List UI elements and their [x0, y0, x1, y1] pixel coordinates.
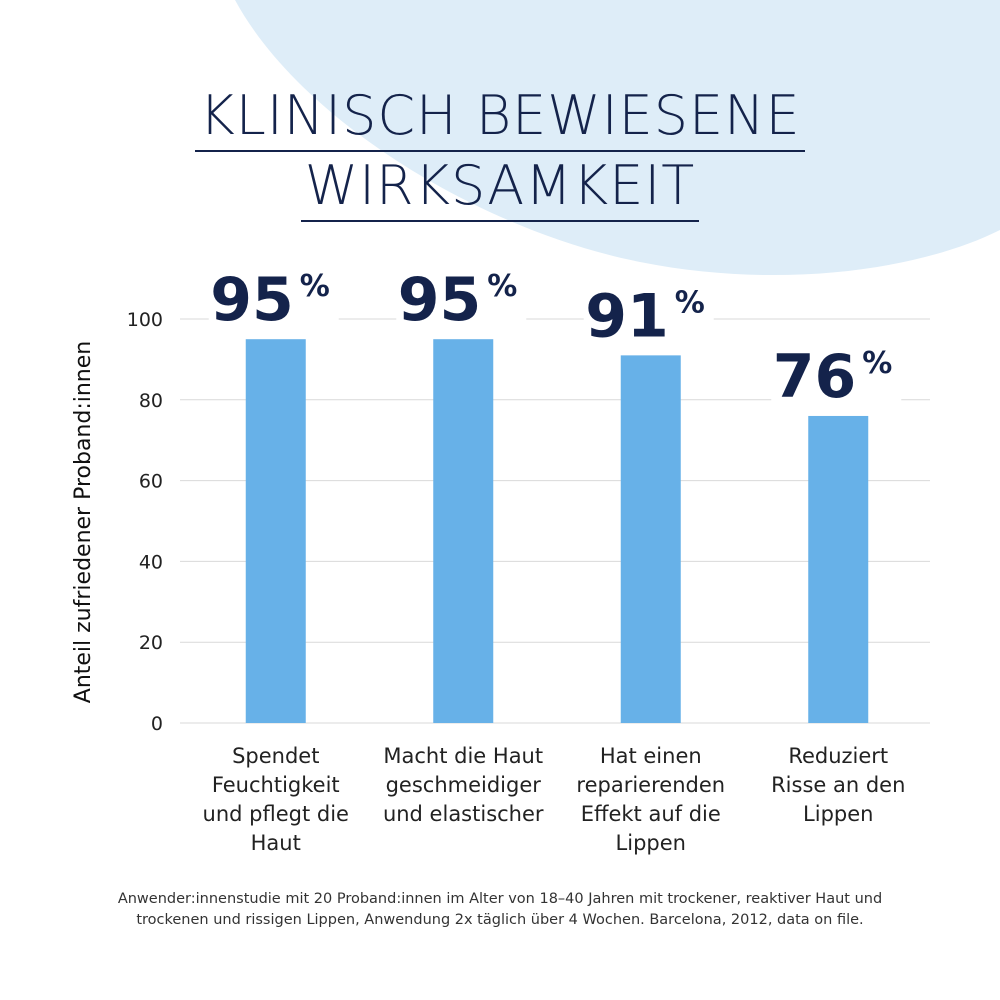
- footnote-line-2: trockenen und rissigen Lippen, Anwendung…: [136, 912, 864, 928]
- chart-title-line-2: WIRKSAMKEIT: [0, 156, 1000, 222]
- data-label-unit: %: [862, 346, 892, 381]
- category-label: Macht die Haut geschmeidiger und elastisch…: [383, 744, 544, 826]
- y-tick-label: 80: [139, 390, 163, 412]
- data-label-value: 76: [773, 342, 857, 412]
- data-label-backdrop: [771, 340, 902, 407]
- y-tick-label: 100: [127, 309, 163, 331]
- category-label-line: Spendet: [232, 744, 319, 768]
- bar: [245, 339, 306, 723]
- category-label-line: Hat einen: [600, 744, 702, 768]
- data-labels: 95% 95% 91 %76%: [208, 264, 902, 412]
- data-label-backdrop: [396, 264, 527, 331]
- category-label: Spendet Feuchtigkeit und pflegt die Haut: [203, 744, 349, 855]
- category-label-line: Lippen: [616, 831, 686, 855]
- chart-title-text-1: KLINISCH BEWIESENE: [195, 86, 805, 152]
- category-label-line: und pflegt die: [203, 802, 349, 826]
- footnote-line-1: Anwender:innenstudie mit 20 Proband:inne…: [117, 891, 883, 907]
- category-label: Hat einen reparierenden Effekt auf die Lipp…: [576, 744, 725, 855]
- y-tick-label: 20: [139, 632, 163, 654]
- data-label-value: 95: [398, 265, 482, 335]
- chart-title-line-1: KLINISCH BEWIESENE: [0, 86, 1000, 152]
- data-label-unit: %: [487, 269, 517, 304]
- category-label-line: Effekt auf die: [581, 802, 721, 826]
- y-tick-label: 60: [139, 471, 163, 493]
- category-labels: Spendet Feuchtigkeit und pflegt die Haut Mac…: [203, 744, 906, 855]
- category-label-line: und elastischer: [383, 802, 544, 826]
- bar: [433, 339, 494, 723]
- category-label-line: geschmeidiger: [386, 773, 542, 797]
- category-label: Reduziert Risse an den Lippen: [771, 744, 905, 826]
- y-tick-label: 40: [139, 551, 163, 573]
- y-tick-label: 0: [151, 713, 163, 735]
- data-label-unit: %: [300, 269, 330, 304]
- bar: [620, 355, 681, 723]
- category-label-line: Macht die Haut: [383, 744, 543, 768]
- y-axis-label: Anteil zufriedener Proband:innen: [71, 341, 96, 703]
- category-label-line: Risse an den: [771, 773, 905, 797]
- footnote: Anwender:innenstudie mit 20 Proband:inne…: [60, 889, 940, 931]
- bar: [808, 415, 869, 723]
- y-axis-ticks: 0 20 40 60 80 100: [127, 309, 163, 735]
- category-label-line: reparierenden: [576, 773, 725, 797]
- chart-title-text-2: WIRKSAMKEIT: [300, 156, 700, 222]
- data-label-value: 95: [210, 265, 294, 335]
- bars: [245, 339, 869, 723]
- data-label-unit: %: [675, 285, 705, 320]
- category-label-line: Haut: [251, 831, 301, 855]
- data-label-backdrop: [208, 264, 339, 331]
- data-label-value: 91: [585, 281, 669, 351]
- category-label-line: Feuchtigkeit: [212, 773, 340, 797]
- data-label-backdrop: [583, 280, 714, 347]
- category-label-line: Lippen: [803, 802, 873, 826]
- category-label-line: Reduziert: [788, 744, 888, 768]
